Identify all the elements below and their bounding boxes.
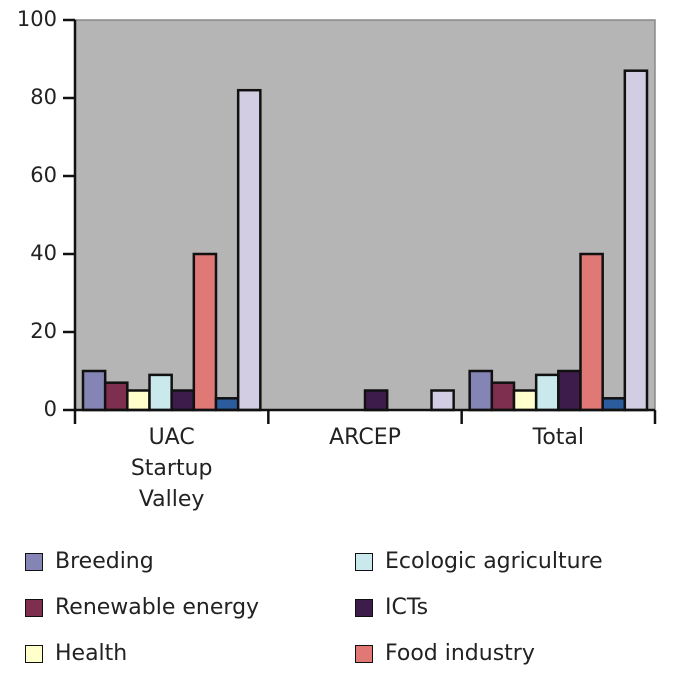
y-tick-label: 80: [30, 85, 57, 109]
legend-label: Renewable energy: [55, 595, 260, 620]
y-tick-label: 20: [30, 319, 57, 343]
x-tick-label: Total: [532, 425, 585, 450]
legend-item: Renewable energy: [25, 595, 259, 620]
bar: [81, 369, 107, 412]
bar: [623, 69, 649, 412]
legend-label: Breeding: [55, 549, 154, 574]
bar: [126, 389, 151, 412]
bar: [103, 381, 129, 412]
legend-item: Food industry: [355, 641, 535, 666]
bar: [557, 369, 582, 412]
y-tick-label: 0: [44, 397, 57, 421]
bar: [148, 373, 173, 412]
y-tick-label: 100: [17, 7, 57, 31]
bar: [512, 389, 538, 412]
legend-item: ICTs: [355, 595, 428, 620]
legend-swatch: [25, 598, 43, 617]
legend-swatch: [25, 644, 43, 663]
legend-label: Food industry: [385, 641, 535, 666]
bar: [192, 252, 218, 412]
bar: [601, 397, 627, 412]
plot-area: [74, 19, 656, 411]
y-tick-label: 60: [30, 163, 57, 187]
legend-label: Ecologic agriculture: [385, 549, 603, 574]
bar: [363, 389, 389, 412]
x-tick-label: UAC Startup Valley: [130, 425, 213, 512]
legend-item: Health: [25, 641, 127, 666]
bar: [579, 252, 604, 412]
bar: [430, 389, 455, 412]
bar: [468, 369, 494, 412]
bar: [490, 381, 516, 412]
legend-label: ICTs: [385, 595, 429, 620]
x-tick-label: ARCEP: [329, 425, 401, 450]
legend-item: Breeding: [25, 549, 154, 574]
legend-swatch: [355, 552, 373, 571]
bar: [236, 88, 262, 412]
legend-swatch: [355, 644, 373, 663]
bar: [214, 397, 240, 412]
y-tick-label: 40: [30, 241, 57, 265]
bar: [170, 389, 196, 412]
bar: [534, 373, 560, 412]
legend-item: Ecologic agriculture: [355, 549, 603, 574]
legend-label: Health: [55, 641, 128, 666]
legend-swatch: [25, 552, 43, 571]
legend-swatch: [355, 598, 373, 617]
